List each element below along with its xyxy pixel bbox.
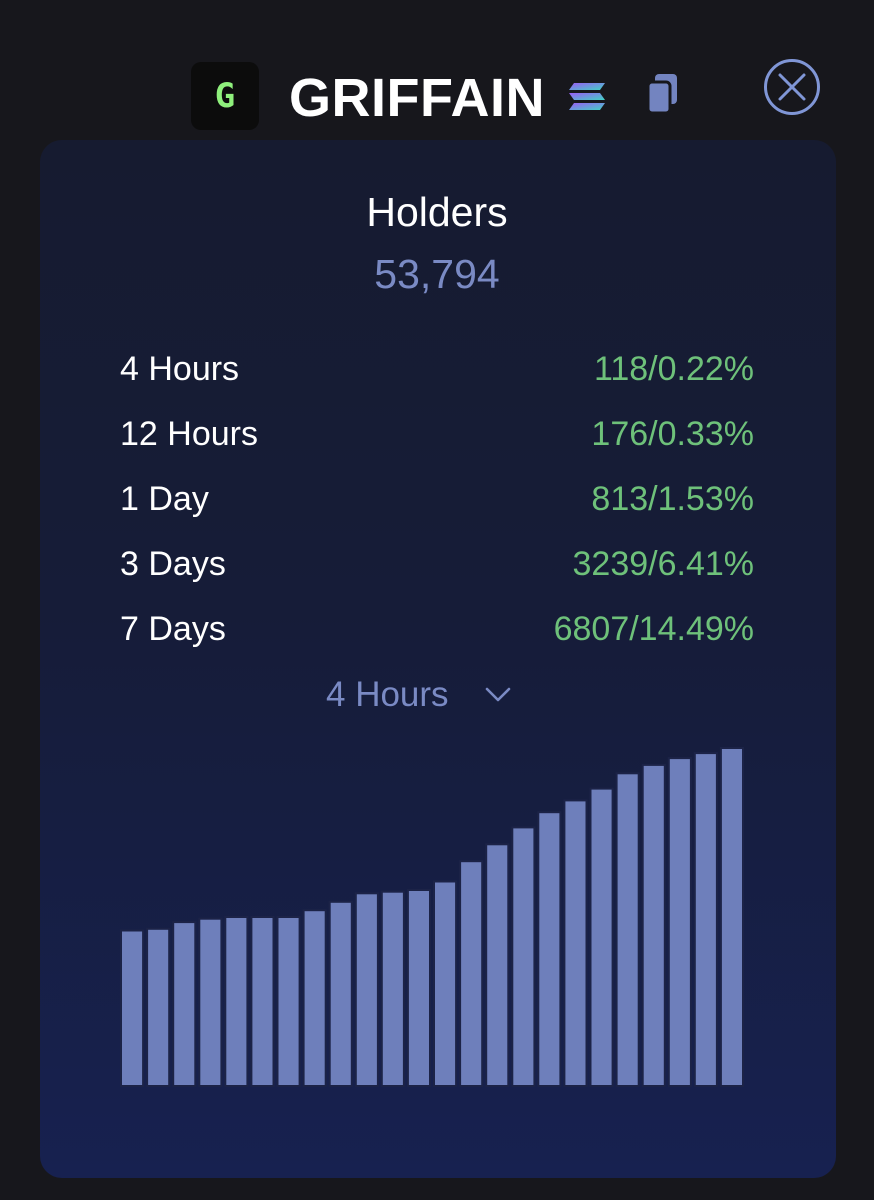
- close-icon[interactable]: [763, 58, 821, 116]
- chart-bar: [198, 917, 223, 1087]
- stat-value: 176/0.33%: [591, 414, 754, 453]
- chart-bar: [146, 927, 171, 1087]
- stat-value: 118/0.22%: [593, 349, 754, 388]
- chart-bar: [641, 763, 666, 1088]
- chart-bar: [380, 890, 405, 1087]
- chart-bar: [120, 929, 145, 1087]
- chart-bar: [328, 900, 353, 1087]
- chart-bar: [406, 889, 431, 1087]
- stat-value: 813/1.53%: [591, 479, 754, 518]
- stat-value: 3239/6.41%: [572, 544, 755, 583]
- chart-bar: [172, 921, 197, 1087]
- stat-label: 1 Day: [120, 479, 209, 518]
- token-logo: G: [191, 62, 259, 130]
- holders-label: Holders: [366, 189, 508, 235]
- stat-label: 7 Days: [120, 609, 226, 648]
- chart-bar: [250, 916, 275, 1087]
- chevron-down-icon: [485, 687, 510, 702]
- chart-bar: [537, 811, 562, 1087]
- chart-bar: [485, 843, 510, 1087]
- stat-label: 3 Days: [120, 544, 226, 583]
- stat-row-4-hours: 4 Hours 118/0.22%: [120, 336, 754, 401]
- chart-bar: [563, 799, 588, 1088]
- holders-count: 53,794: [374, 251, 500, 297]
- chart-bar: [667, 757, 692, 1087]
- stat-label: 4 Hours: [120, 349, 240, 388]
- chart-bar: [459, 860, 484, 1087]
- token-logo-letter: G: [214, 76, 236, 116]
- period-dropdown-value: 4 Hours: [326, 675, 449, 714]
- stat-row-7-days: 7 Days 6807/14.49%: [120, 596, 754, 661]
- stat-row-3-days: 3 Days 3239/6.41%: [120, 531, 754, 596]
- chart-bar: [224, 916, 249, 1087]
- chart-bar: [276, 916, 301, 1087]
- stat-row-1-day: 1 Day 813/1.53%: [120, 466, 754, 531]
- solana-icon: [569, 83, 605, 110]
- holders-bar-chart: [120, 747, 745, 1088]
- holder-change-list: 4 Hours 118/0.22% 12 Hours 176/0.33% 1 D…: [120, 336, 754, 661]
- chart-bar: [511, 826, 536, 1088]
- token-name: GRIFFAIN: [289, 68, 545, 128]
- chart-bar: [302, 909, 327, 1087]
- stat-row-12-hours: 12 Hours 176/0.33%: [120, 401, 754, 466]
- stat-value: 6807/14.49%: [553, 609, 754, 648]
- period-dropdown[interactable]: 4 Hours: [326, 668, 552, 722]
- chart-bar: [719, 747, 745, 1087]
- copy-icon[interactable]: [645, 72, 681, 116]
- chart-bar: [693, 752, 718, 1087]
- chart-bar: [589, 787, 614, 1087]
- chart-bar: [433, 880, 458, 1087]
- chart-bar: [354, 892, 379, 1087]
- stat-label: 12 Hours: [120, 414, 258, 453]
- chart-bar: [615, 772, 640, 1088]
